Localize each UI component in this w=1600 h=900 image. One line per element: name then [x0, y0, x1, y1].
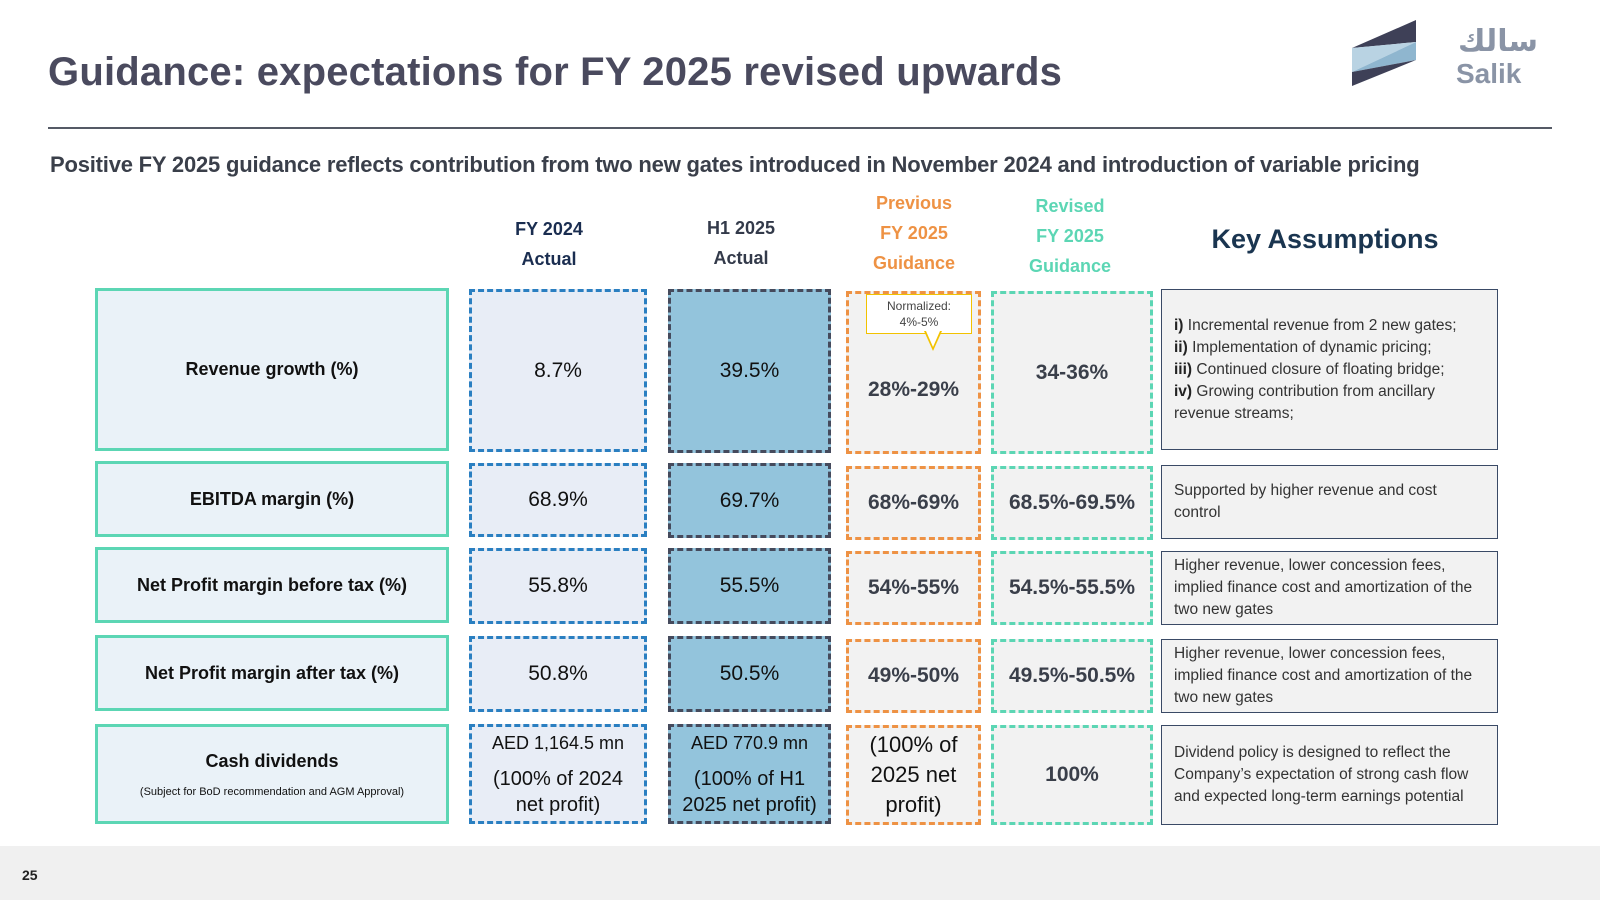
- column-header-fy2024-line1: FY 2024: [515, 219, 583, 239]
- callout-line2: 4%-5%: [899, 315, 939, 329]
- column-header-h12025: H1 2025 Actual: [656, 213, 826, 273]
- dividends-revised-guidance: 100%: [991, 725, 1153, 825]
- assumption-number: ii): [1174, 338, 1188, 356]
- column-header-revised-line2: FY 2025: [1036, 226, 1104, 246]
- assumption-item: i) Incremental revenue from 2 new gates;: [1174, 315, 1485, 337]
- header-divider: [48, 127, 1552, 129]
- row-label-cash-dividends-note: (Subject for BoD recommendation and AGM …: [139, 785, 405, 798]
- logo-english-text: Salik: [1456, 58, 1522, 89]
- assumption-number: iv): [1174, 382, 1193, 400]
- page-title: Guidance: expectations for FY 2025 revis…: [48, 50, 1063, 94]
- callout-pointer-fill: [926, 331, 940, 347]
- dividends-previous-guidance: (100% of 2025 net profit): [846, 725, 981, 825]
- npat-fy2024-actual: 50.8%: [469, 636, 647, 712]
- ebitda-key-assumption: Supported by higher revenue and cost con…: [1161, 465, 1498, 539]
- npat-key-assumption: Higher revenue, lower concession fees, i…: [1161, 639, 1498, 713]
- dividends-fy2024-note-line1: (100% of 2024: [492, 768, 624, 790]
- assumption-item: ii) Implementation of dynamic pricing;: [1174, 337, 1485, 359]
- salik-logo-icon: [1352, 20, 1416, 86]
- dividends-fy2024-note-line2: net profit): [515, 794, 601, 816]
- assumption-text: Growing contribution from ancillary reve…: [1174, 382, 1436, 422]
- column-header-revised-line3: Guidance: [1028, 256, 1112, 276]
- dividends-h12025-actual: AED 770.9 mn (100% of H1 2025 net profit…: [668, 724, 831, 824]
- npbt-fy2024-actual: 55.8%: [469, 548, 647, 624]
- row-label-net-profit-after-tax: Net Profit margin after tax (%): [95, 635, 449, 711]
- column-header-previous-line1: Previous: [875, 193, 953, 213]
- npat-revised-guidance: 49.5%-50.5%: [991, 639, 1153, 713]
- revenue-revised-guidance: 34-36%: [991, 291, 1153, 454]
- npat-previous-guidance: 49%-50%: [846, 639, 981, 713]
- revenue-fy2024-actual: 8.7%: [469, 289, 647, 452]
- normalized-callout: Normalized: 4%-5%: [866, 294, 972, 334]
- ebitda-revised-guidance: 68.5%-69.5%: [991, 466, 1153, 540]
- revenue-key-assumptions: i) Incremental revenue from 2 new gates;…: [1161, 289, 1498, 450]
- key-assumptions-title: Key Assumptions: [1211, 224, 1439, 254]
- logo-arabic-text: سالك: [1458, 25, 1538, 58]
- assumption-text: Incremental revenue from 2 new gates;: [1187, 316, 1457, 334]
- ebitda-previous-guidance: 68%-69%: [846, 466, 981, 540]
- dividends-h12025-note-line1: (100% of H1: [693, 768, 806, 790]
- npbt-key-assumption: Higher revenue, lower concession fees, i…: [1161, 551, 1498, 625]
- salik-logo: سالك Salik: [1352, 20, 1552, 92]
- dividends-fy2024-amount: AED 1,164.5 mn: [491, 733, 625, 753]
- row-label-net-profit-after-tax-text: Net Profit margin after tax (%): [144, 662, 400, 683]
- assumption-text: Continued closure of floating bridge;: [1196, 360, 1445, 378]
- row-label-revenue-growth-text: Revenue growth (%): [185, 359, 359, 379]
- assumption-item: iv) Growing contribution from ancillary …: [1174, 381, 1485, 425]
- row-label-cash-dividends-text: Cash dividends: [205, 750, 339, 771]
- column-header-revised-line1: Revised: [1035, 196, 1105, 216]
- row-label-ebitda-margin-text: EBITDA margin (%): [189, 488, 355, 509]
- column-header-revised-guidance: Revised FY 2025 Guidance: [990, 191, 1150, 281]
- dividends-fy2024-actual: AED 1,164.5 mn (100% of 2024 net profit): [469, 724, 647, 824]
- dividends-h12025-note-line2: 2025 net profit): [682, 794, 817, 816]
- column-header-fy2024-line2: Actual: [521, 249, 577, 269]
- assumption-number: i): [1174, 316, 1184, 334]
- column-header-previous-line2: FY 2025: [880, 223, 948, 243]
- column-header-h12025-line2: Actual: [713, 248, 769, 268]
- dividends-h12025-amount: AED 770.9 mn: [690, 733, 809, 753]
- assumption-number: iii): [1174, 360, 1193, 378]
- dividends-key-assumption: Dividend policy is designed to reflect t…: [1161, 725, 1498, 825]
- assumption-text: Implementation of dynamic pricing;: [1192, 338, 1432, 356]
- column-header-previous-guidance: Previous FY 2025 Guidance: [834, 188, 994, 278]
- dividends-previous-line3: profit): [885, 792, 942, 817]
- npbt-h12025-actual: 55.5%: [668, 548, 831, 624]
- assumption-item: iii) Continued closure of floating bridg…: [1174, 359, 1485, 381]
- callout-line1: Normalized:: [886, 299, 952, 313]
- column-header-fy2024: FY 2024 Actual: [462, 214, 636, 274]
- footer-bar: [0, 846, 1600, 900]
- npbt-revised-guidance: 54.5%-55.5%: [991, 551, 1153, 625]
- ebitda-fy2024-actual: 68.9%: [469, 463, 647, 537]
- column-header-previous-line3: Guidance: [872, 253, 956, 273]
- row-label-cash-dividends: Cash dividends (Subject for BoD recommen…: [95, 724, 449, 824]
- ebitda-h12025-actual: 69.7%: [668, 463, 831, 538]
- dividends-previous-line2: 2025 net: [870, 762, 957, 787]
- column-header-h12025-line1: H1 2025: [706, 218, 776, 238]
- revenue-h12025-actual: 39.5%: [668, 289, 831, 453]
- npat-h12025-actual: 50.5%: [668, 636, 831, 712]
- page-number: 25: [22, 867, 38, 883]
- dividends-previous-line1: (100% of: [869, 732, 958, 757]
- row-label-net-profit-before-tax: Net Profit margin before tax (%): [95, 547, 449, 623]
- npbt-previous-guidance: 54%-55%: [846, 551, 981, 625]
- page-subtitle: Positive FY 2025 guidance reflects contr…: [50, 152, 1420, 177]
- row-label-net-profit-before-tax-text: Net Profit margin before tax (%): [136, 574, 408, 595]
- row-label-ebitda-margin: EBITDA margin (%): [95, 461, 449, 537]
- row-label-revenue-growth: Revenue growth (%): [95, 288, 449, 451]
